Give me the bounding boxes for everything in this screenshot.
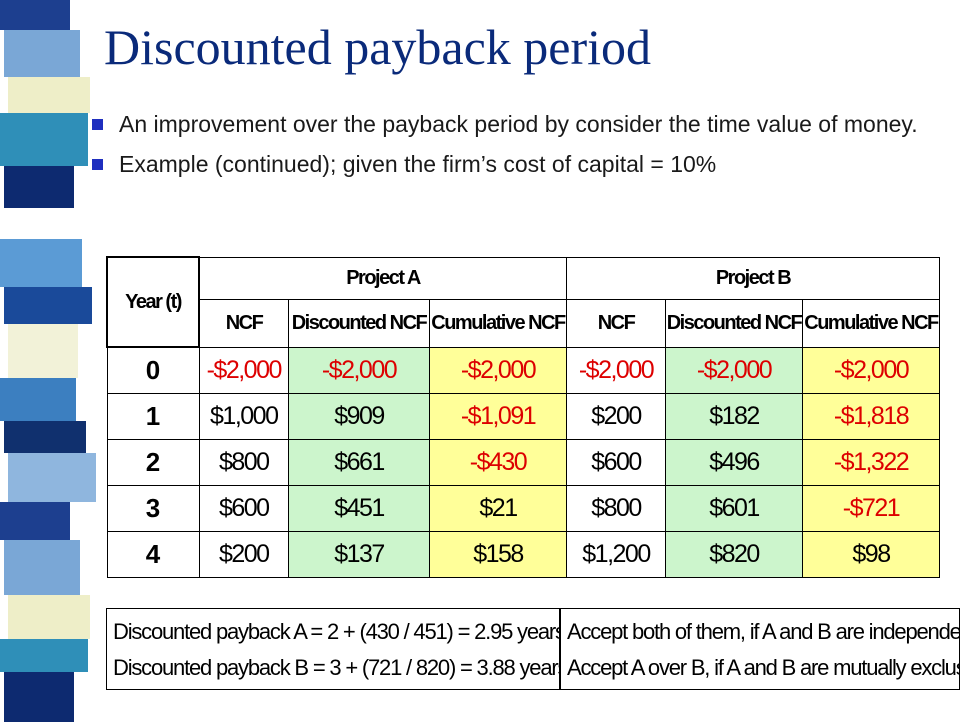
column-header: Cumulative NCF <box>429 298 567 348</box>
a-ncf-cell: $200 <box>198 530 289 578</box>
decision-exclusive-line: Accept A over B, if A and B are mutually… <box>567 655 960 680</box>
stripe-block <box>0 378 76 421</box>
stripe-block <box>8 595 90 639</box>
a-discounted-ncf-cell: $451 <box>288 484 430 532</box>
decision-summary-box: Accept both of them, if A and B are inde… <box>560 608 960 690</box>
year-cell: 1 <box>106 392 200 440</box>
bullet-text: Example (continued); given the firm’s co… <box>119 151 717 177</box>
year-cell: 0 <box>106 346 200 394</box>
payback-summary-box: Discounted payback A = 2 + (430 / 451) =… <box>106 608 568 690</box>
a-cumulative-ncf-cell: -$1,091 <box>429 392 567 440</box>
bullet-text: An improvement over the payback period b… <box>119 111 918 137</box>
a-discounted-ncf-cell: $909 <box>288 392 430 440</box>
table-header-row: Year (t) Project A Project B <box>106 256 940 348</box>
a-cumulative-ncf-cell: $21 <box>429 484 567 532</box>
square-bullet-icon <box>92 159 103 170</box>
slide-title: Discounted payback period <box>104 19 652 75</box>
b-discounted-ncf-cell: $820 <box>665 530 803 578</box>
stripe-block <box>8 208 84 239</box>
b-discounted-ncf-cell: $182 <box>665 392 803 440</box>
bullet-item: Example (continued); given the firm’s co… <box>92 148 952 180</box>
stripe-block <box>0 0 70 30</box>
column-header: NCF <box>566 298 666 348</box>
b-discounted-ncf-cell: $496 <box>665 438 803 486</box>
stripe-block <box>0 113 88 166</box>
stripe-block <box>4 540 80 595</box>
decision-independent-line: Accept both of them, if A and B are inde… <box>567 619 960 644</box>
column-header: NCF <box>198 298 289 348</box>
a-ncf-cell: $600 <box>198 484 289 532</box>
stripe-block <box>4 421 86 453</box>
year-cell: 2 <box>106 438 200 486</box>
b-discounted-ncf-cell: $601 <box>665 484 803 532</box>
a-cumulative-ncf-cell: $158 <box>429 530 567 578</box>
discounted-payback-table: Year (t) Project A Project B NCF Discoun… <box>106 256 940 578</box>
stripe-block <box>0 639 88 672</box>
table-row: 1 $1,000 $909 -$1,091 $200 $182 -$1,818 <box>106 392 940 440</box>
stripe-block <box>4 30 80 77</box>
column-header: Cumulative NCF <box>802 298 940 348</box>
b-cumulative-ncf-cell: -$721 <box>802 484 940 532</box>
a-ncf-cell: -$2,000 <box>198 346 289 394</box>
year-cell: 3 <box>106 484 200 532</box>
a-cumulative-ncf-cell: -$430 <box>429 438 567 486</box>
project-a-header: Project A <box>198 256 567 300</box>
a-discounted-ncf-cell: $661 <box>288 438 430 486</box>
a-ncf-cell: $1,000 <box>198 392 289 440</box>
a-ncf-cell: $800 <box>198 438 289 486</box>
a-discounted-ncf-cell: -$2,000 <box>288 346 430 394</box>
table-row: 2 $800 $661 -$430 $600 $496 -$1,322 <box>106 438 940 486</box>
column-header: Discounted NCF <box>665 298 803 348</box>
b-cumulative-ncf-cell: -$1,322 <box>802 438 940 486</box>
table-row: 0 -$2,000 -$2,000 -$2,000 -$2,000 -$2,00… <box>106 346 940 394</box>
table-row: 3 $600 $451 $21 $800 $601 -$721 <box>106 484 940 532</box>
decorative-stripe <box>0 0 110 722</box>
square-bullet-icon <box>92 119 103 130</box>
stripe-block <box>4 166 74 208</box>
table-subheader-row: NCF Discounted NCF Cumulative NCF NCF Di… <box>107 298 940 348</box>
b-ncf-cell: $600 <box>566 438 666 486</box>
b-ncf-cell: $800 <box>566 484 666 532</box>
stripe-block <box>8 324 78 378</box>
project-b-header: Project B <box>566 256 940 300</box>
stripe-block <box>8 453 96 502</box>
b-cumulative-ncf-cell: $98 <box>802 530 940 578</box>
b-cumulative-ncf-cell: -$2,000 <box>802 346 940 394</box>
stripe-block <box>8 77 90 113</box>
bullet-item: An improvement over the payback period b… <box>92 108 952 140</box>
year-cell: 4 <box>106 530 200 578</box>
stripe-block <box>4 672 74 722</box>
column-header: Discounted NCF <box>288 298 430 348</box>
stripe-block <box>0 502 70 540</box>
payback-b-line: Discounted payback B = 3 + (721 / 820) =… <box>113 655 568 680</box>
b-cumulative-ncf-cell: -$1,818 <box>802 392 940 440</box>
b-ncf-cell: $200 <box>566 392 666 440</box>
a-discounted-ncf-cell: $137 <box>288 530 430 578</box>
table-row: 4 $200 $137 $158 $1,200 $820 $98 <box>106 530 940 578</box>
b-ncf-cell: -$2,000 <box>566 346 666 394</box>
a-cumulative-ncf-cell: -$2,000 <box>429 346 567 394</box>
year-header: Year (t) <box>106 256 200 348</box>
stripe-block <box>4 287 92 324</box>
b-discounted-ncf-cell: -$2,000 <box>665 346 803 394</box>
bullet-list: An improvement over the payback period b… <box>92 108 952 188</box>
b-ncf-cell: $1,200 <box>566 530 666 578</box>
stripe-block <box>0 239 82 287</box>
payback-a-line: Discounted payback A = 2 + (430 / 451) =… <box>113 619 566 644</box>
